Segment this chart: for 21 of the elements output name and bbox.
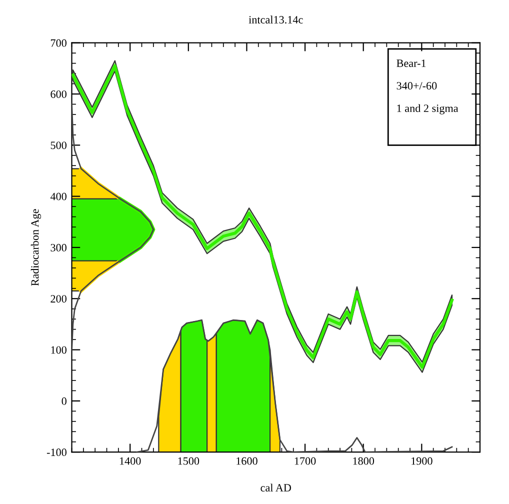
x-tick-label: 1900 — [412, 457, 432, 465]
y-tick-label: 400 — [50, 192, 66, 200]
x-axis-title: cal AD — [260, 484, 292, 492]
y-tick-label: 500 — [50, 142, 66, 150]
annotation: 340+/-60 — [396, 82, 437, 90]
y-axis-title: Radiocarbon Age — [30, 209, 41, 286]
x-tick-label: 1500 — [178, 457, 200, 465]
annotation: 1 and 2 sigma — [397, 104, 458, 114]
y-tick-label: 100 — [51, 346, 66, 354]
y-tick-label: -100 — [46, 448, 66, 456]
y-tick-label: 200 — [50, 295, 66, 303]
y-tick-label: 600 — [50, 90, 66, 98]
chart-title: intcal13.14c — [248, 16, 303, 24]
x-tick-label: 1700 — [294, 457, 316, 465]
x-tick-label: 1600 — [236, 457, 258, 465]
y-tick-label: 700 — [50, 39, 66, 47]
x-tick-label: 1400 — [120, 457, 141, 465]
y-tick-label: 0 — [62, 397, 66, 405]
y-tick-label: 300 — [50, 244, 66, 252]
x-tick-label: 1800 — [353, 457, 374, 465]
annotation: Bear-1 — [396, 60, 426, 68]
